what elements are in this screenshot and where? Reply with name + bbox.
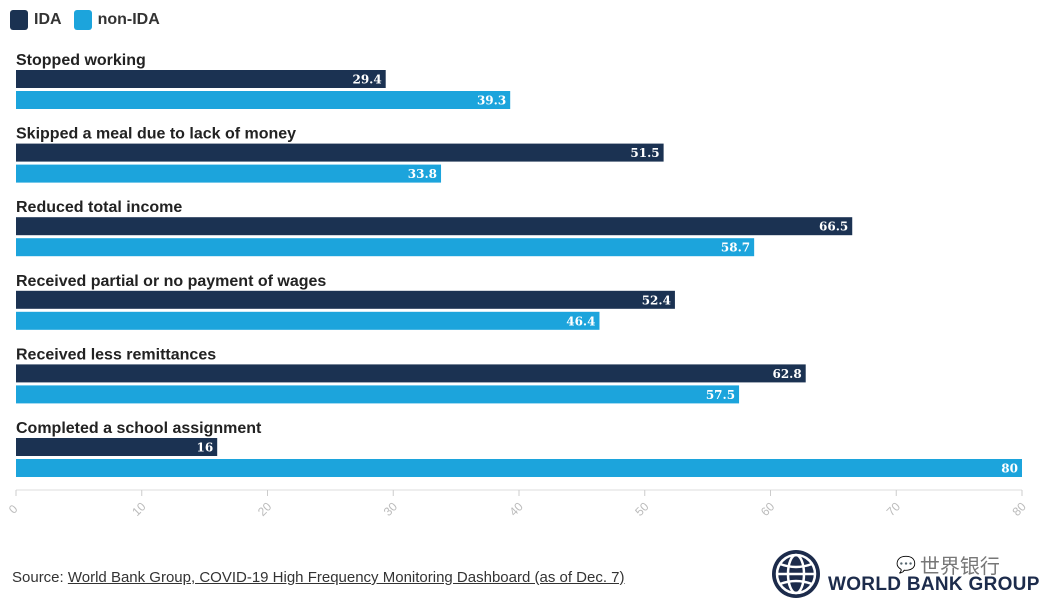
bar-non-ida[interactable] [16, 311, 600, 330]
x-tick-label: 60 [758, 499, 778, 519]
data-label: 62.8 [772, 367, 801, 381]
bar-non-ida[interactable] [16, 238, 755, 257]
category-label: Received less remittances [16, 346, 216, 363]
legend-swatch-ida [10, 10, 28, 30]
legend-label-ida: IDA [34, 11, 62, 28]
x-tick-label: 50 [632, 499, 652, 519]
category-label: Stopped working [16, 52, 146, 69]
data-label: 52.4 [642, 293, 671, 307]
legend-item-ida[interactable]: IDA [10, 10, 62, 30]
globe-icon [772, 550, 820, 598]
category-label: Reduced total income [16, 199, 182, 216]
data-label: 46.4 [566, 314, 595, 328]
data-label: 66.5 [819, 220, 848, 234]
category-label: Received partial or no payment of wages [16, 273, 326, 290]
bar-non-ida[interactable] [16, 385, 740, 404]
data-label: 39.3 [477, 94, 506, 108]
category-label: Skipped a meal due to lack of money [16, 126, 296, 143]
wechat-icon: 💬 [896, 556, 916, 574]
source-link[interactable]: World Bank Group, COVID-19 High Frequenc… [67, 569, 625, 586]
data-label: 51.5 [630, 146, 659, 160]
logo-text: WORLD BANK GROUP [828, 574, 1040, 595]
x-tick-label: 30 [381, 499, 401, 519]
legend-swatch-non-ida [73, 10, 92, 30]
bar-ida[interactable] [16, 290, 675, 309]
data-label: 80 [1001, 462, 1018, 476]
source-prefix: Source: [12, 569, 68, 586]
legend-item-non-ida[interactable]: non-IDA [73, 10, 160, 30]
x-tick-label: 10 [129, 499, 149, 519]
x-tick-label: 40 [506, 499, 526, 519]
bar-chart: Stopped working Skipped a meal due to lac… [6, 52, 1029, 519]
bar-ida[interactable] [16, 438, 218, 456]
bar-non-ida[interactable] [16, 459, 1022, 477]
watermark: 💬 世界银行 [896, 550, 1000, 579]
data-label: 33.8 [408, 167, 437, 181]
bar-non-ida[interactable] [16, 91, 511, 109]
data-label: 57.5 [706, 388, 735, 402]
legend-label-non-ida: non-IDA [97, 11, 160, 28]
data-label: 29.4 [352, 73, 381, 87]
world-bank-logo: WORLD BANK GROUP [770, 548, 1040, 600]
x-tick-label: 20 [255, 499, 275, 519]
bar-ida[interactable] [16, 364, 806, 383]
data-label: 58.7 [721, 241, 750, 255]
x-tick-label: 0 [6, 502, 21, 517]
x-tick-label: 70 [884, 499, 904, 519]
bar-non-ida[interactable] [16, 164, 442, 183]
bar-ida[interactable] [16, 143, 664, 162]
x-tick-label: 80 [1009, 499, 1029, 519]
source-note: Source: World Bank Group, COVID-19 High … [12, 569, 625, 586]
bar-ida[interactable] [16, 70, 386, 88]
bar-ida[interactable] [16, 217, 853, 236]
data-label: 16 [196, 441, 213, 455]
legend: IDA non-IDA [10, 10, 172, 30]
category-label: Completed a school assignment [16, 420, 262, 437]
watermark-text: 世界银行 [919, 556, 1000, 578]
